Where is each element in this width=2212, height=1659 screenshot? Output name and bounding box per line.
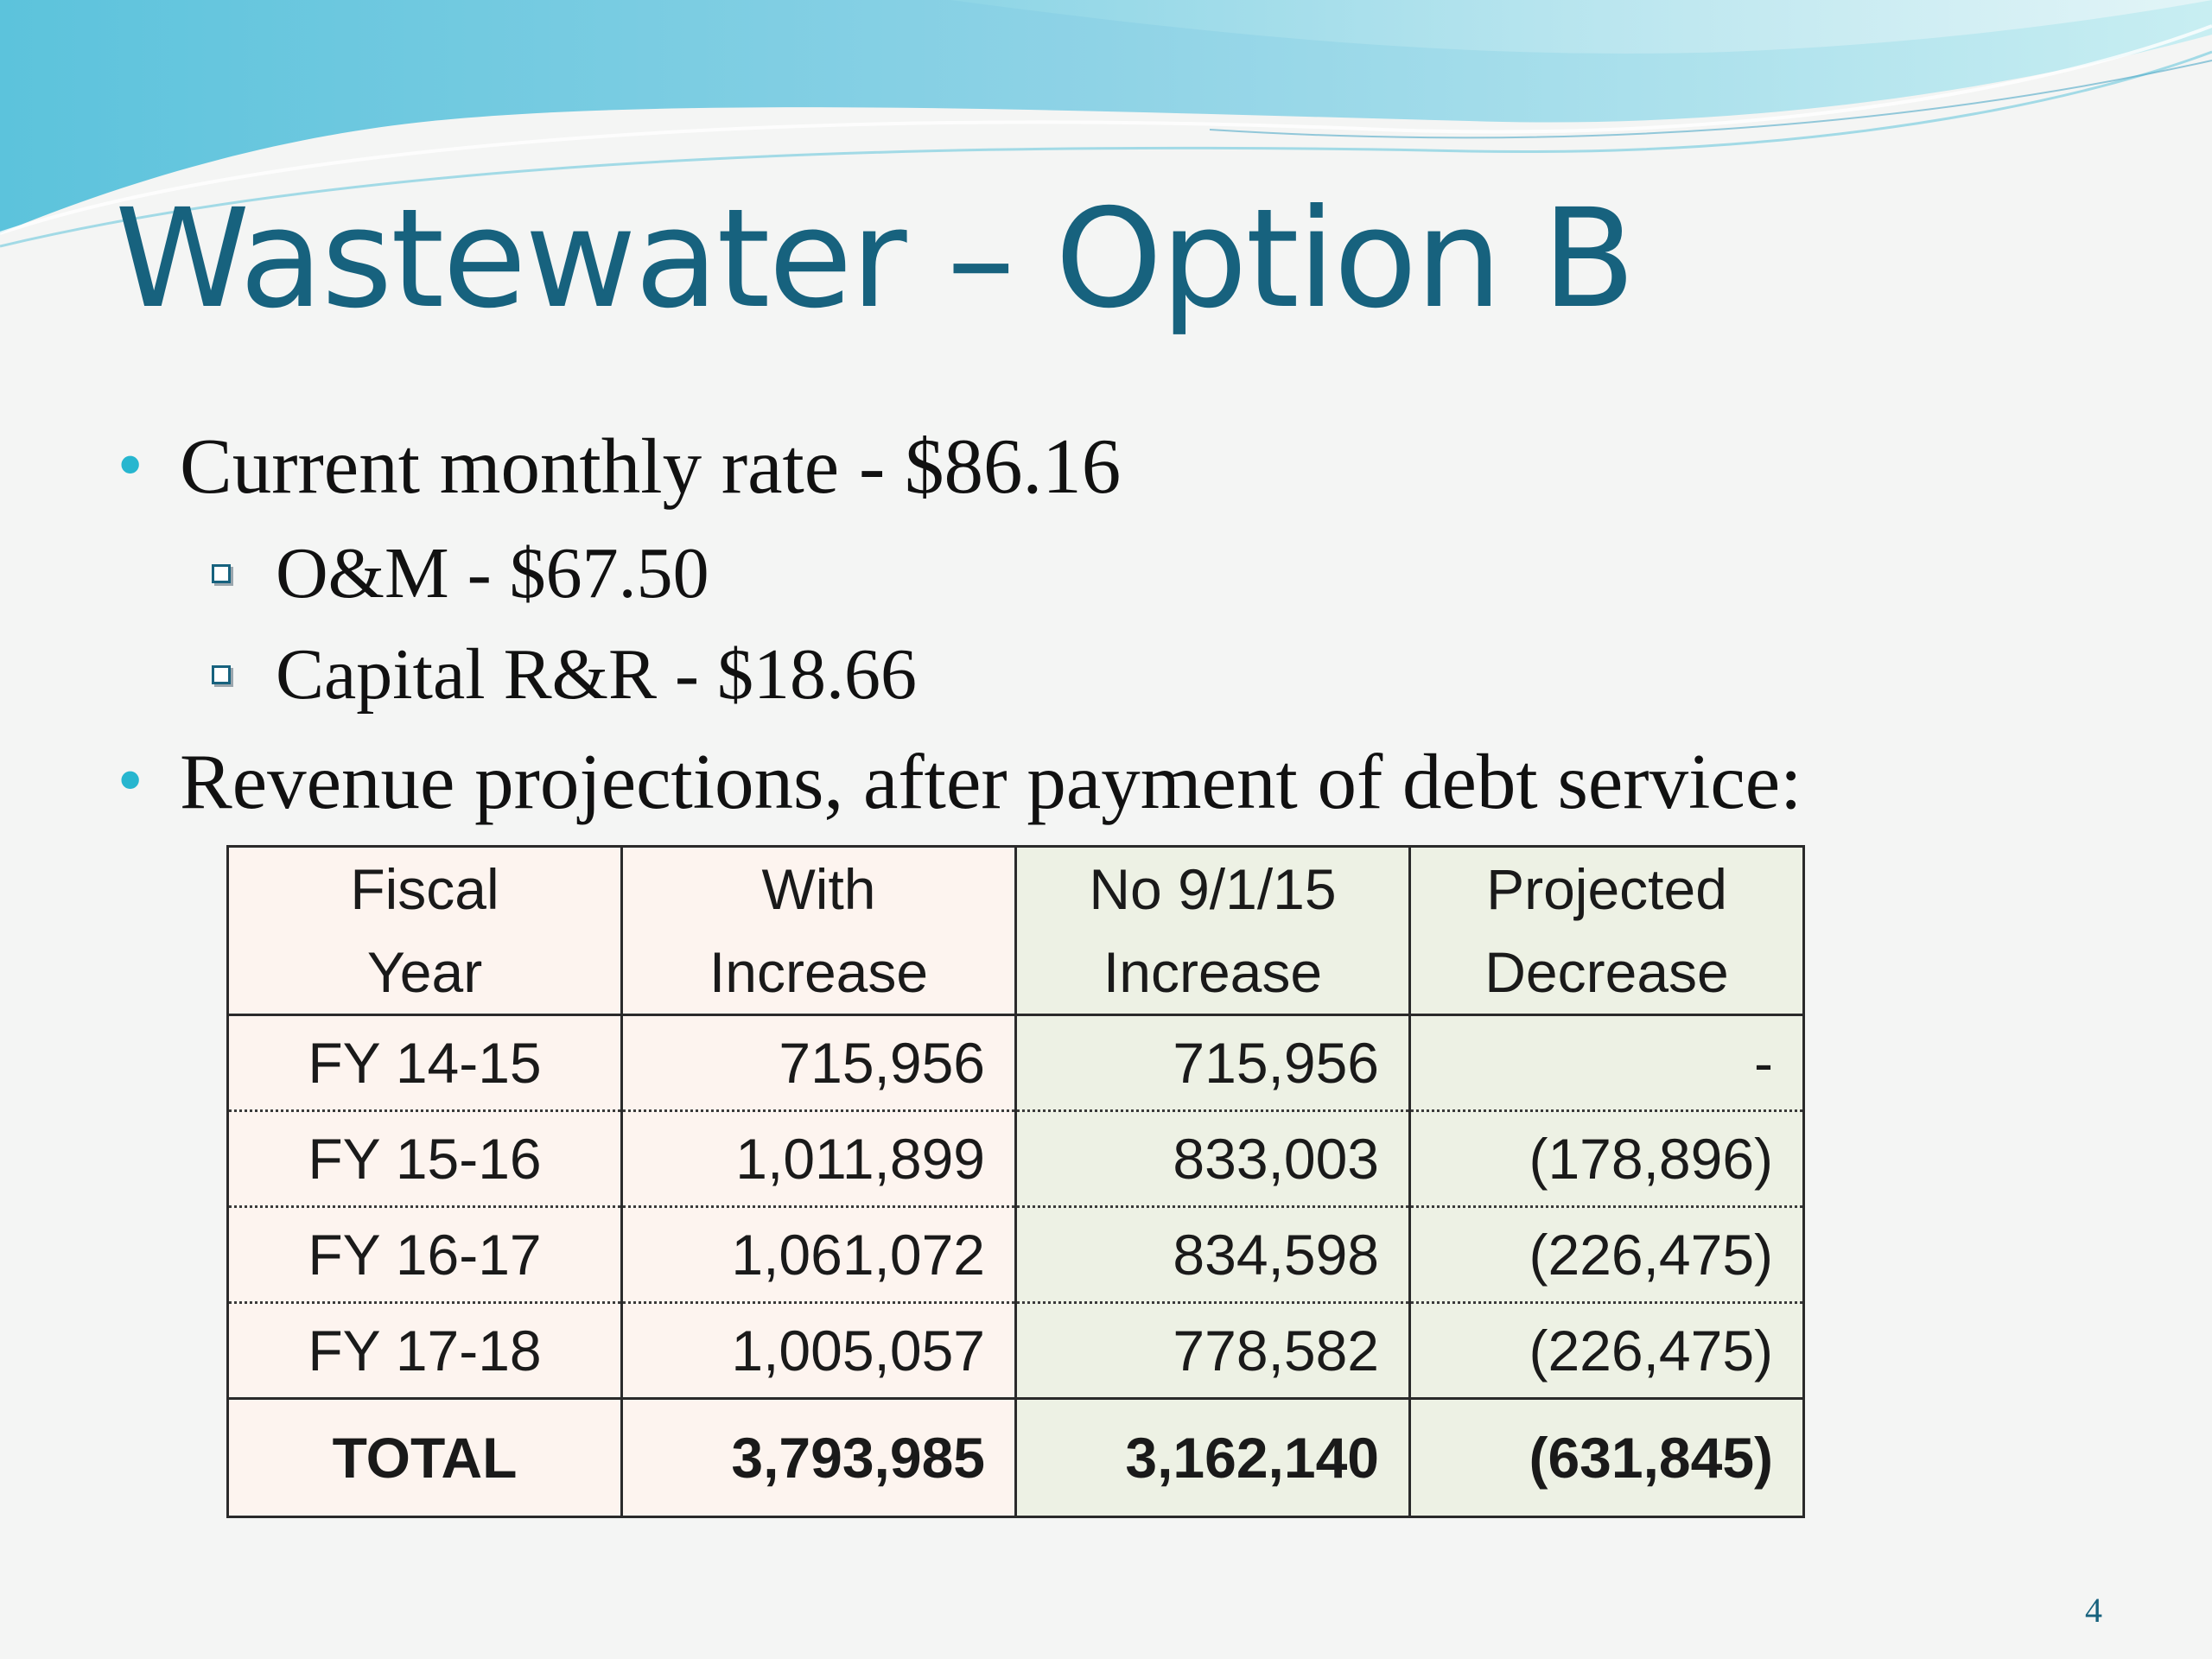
header-no-increase: No 9/1/15 Increase: [1014, 845, 1411, 1016]
with-increase-cell: 715,956: [620, 1014, 1017, 1112]
header-with-increase: With Increase: [620, 845, 1017, 1016]
table-total-row: TOTAL 3,793,985 3,162,140 (631,845): [226, 1397, 1805, 1518]
with-increase-cell: 1,061,072: [620, 1206, 1017, 1304]
bullet-current-rate: • Current monthly rate - $86.16: [0, 421, 1121, 512]
no-increase-cell: 834,598: [1014, 1206, 1411, 1304]
decrease-cell: (178,896): [1408, 1110, 1805, 1208]
header-wave-decoration: [0, 0, 2212, 248]
with-increase-cell: 1,005,057: [620, 1302, 1017, 1400]
table-row: FY 15-16 1,011,899 833,003 (178,896): [226, 1110, 1805, 1208]
decrease-cell: (226,475): [1408, 1302, 1805, 1400]
table-row: FY 16-17 1,061,072 834,598 (226,475): [226, 1206, 1805, 1304]
fiscal-year-cell: FY 15-16: [226, 1110, 623, 1208]
bullet-text: Current monthly rate - $86.16: [180, 423, 1122, 510]
no-increase-cell: 715,956: [1014, 1014, 1411, 1112]
sub-bullet-capital: Capital R&R - $18.66: [0, 632, 917, 716]
fiscal-year-cell: FY 14-15: [226, 1014, 623, 1112]
header-fiscal-year: Fiscal Year: [226, 845, 623, 1016]
bullet-dot-icon: •: [112, 746, 149, 817]
sub-bullet-om: O&M - $67.50: [0, 531, 709, 615]
sub-bullet-text: Capital R&R - $18.66: [276, 634, 917, 715]
with-increase-cell: 1,011,899: [620, 1110, 1017, 1208]
revenue-projection-table: Fiscal Year With Increase No 9/1/15 Increas…: [226, 845, 1805, 1518]
fiscal-year-cell: FY 17-18: [226, 1302, 623, 1400]
bullet-dot-icon: •: [112, 430, 149, 502]
decrease-cell: -: [1408, 1014, 1805, 1112]
total-label-cell: TOTAL: [226, 1397, 623, 1518]
total-no-increase-cell: 3,162,140: [1014, 1397, 1411, 1518]
sub-bullet-text: O&M - $67.50: [276, 533, 709, 613]
decrease-cell: (226,475): [1408, 1206, 1805, 1304]
bullet-text: Revenue projections, after payment of de…: [180, 738, 1802, 825]
no-increase-cell: 778,582: [1014, 1302, 1411, 1400]
total-with-increase-cell: 3,793,985: [620, 1397, 1017, 1518]
header-projected-decrease: Projected Decrease: [1408, 845, 1805, 1016]
no-increase-cell: 833,003: [1014, 1110, 1411, 1208]
total-decrease-cell: (631,845): [1408, 1397, 1805, 1518]
table-header-row: Fiscal Year With Increase No 9/1/15 Increas…: [226, 845, 1805, 1016]
table-row: FY 14-15 715,956 715,956 -: [226, 1014, 1805, 1112]
page-number: 4: [2085, 1591, 2102, 1630]
slide-title: Wastewater – Option B: [115, 180, 1636, 339]
fiscal-year-cell: FY 16-17: [226, 1206, 623, 1304]
table-row: FY 17-18 1,005,057 778,582 (226,475): [226, 1302, 1805, 1400]
square-bullet-icon: [212, 563, 231, 583]
square-bullet-icon: [212, 664, 231, 684]
bullet-revenue-projections: • Revenue projections, after payment of …: [0, 736, 1802, 827]
